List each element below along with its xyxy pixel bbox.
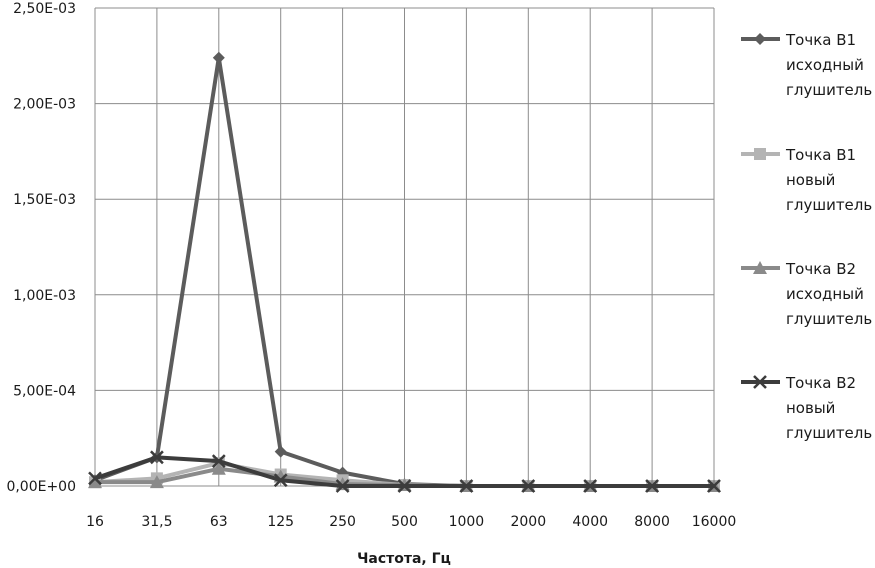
data-point <box>583 479 598 493</box>
legend: Точка В1 исходный глушитель Точка В1 новый гл… <box>741 31 872 442</box>
legend-marker <box>754 33 766 45</box>
x-tick-label: 125 <box>267 514 294 530</box>
series-lines <box>88 51 721 493</box>
legend-label: исходный <box>786 285 864 303</box>
x-axis-title: Частота, Гц <box>357 551 451 567</box>
data-point <box>521 479 536 493</box>
x-tick-label: 63 <box>210 514 228 530</box>
y-axis-ticks: 0,00E+00 5,00E-04 1,00E-03 1,50E-03 2,00E-03… <box>6 1 76 495</box>
legend-marker <box>753 261 767 274</box>
legend-label: Точка В1 <box>785 146 856 164</box>
legend-label: глушитель <box>786 310 872 328</box>
x-axis-ticks: 16 31,5 63 125 250 500 1000 2000 4000 8000 16000 <box>86 514 736 530</box>
legend-label: Точка В1 <box>785 31 856 49</box>
data-point <box>88 471 102 486</box>
legend-label: глушитель <box>786 81 872 99</box>
x-tick-label: 16000 <box>692 514 737 530</box>
legend-label: глушитель <box>786 424 872 442</box>
data-point <box>645 479 659 493</box>
legend-item: Точка В1 исходный глушитель <box>741 31 872 99</box>
data-point <box>397 479 412 493</box>
y-tick-label: 1,00E-03 <box>13 288 76 304</box>
x-tick-label: 16 <box>86 514 104 530</box>
legend-label: исходный <box>786 56 864 74</box>
y-tick-label: 5,00E-04 <box>13 383 76 399</box>
data-point <box>149 475 164 489</box>
y-tick-label: 2,00E-03 <box>13 97 76 113</box>
data-point <box>459 479 474 493</box>
series-4 <box>88 450 721 493</box>
legend-label: Точка В2 <box>785 374 856 392</box>
legend-item: Точка В2 новый глушитель <box>741 374 872 442</box>
y-tick-label: 0,00E+00 <box>6 479 76 495</box>
data-point <box>88 475 102 489</box>
x-tick-label: 31,5 <box>141 514 172 530</box>
x-tick-label: 500 <box>391 514 418 530</box>
legend-label: глушитель <box>786 196 872 214</box>
x-tick-label: 1000 <box>449 514 485 530</box>
x-tick-label: 8000 <box>634 514 670 530</box>
x-tick-label: 4000 <box>572 514 608 530</box>
x-tick-label: 2000 <box>510 514 546 530</box>
data-point <box>211 461 226 475</box>
legend-label: Точка В2 <box>785 260 856 278</box>
legend-item: Точка В2 исходный глушитель <box>741 260 872 328</box>
data-point <box>212 51 225 64</box>
data-point <box>707 479 721 493</box>
data-point <box>211 454 226 469</box>
y-tick-label: 1,50E-03 <box>13 192 76 208</box>
data-point <box>273 473 288 488</box>
legend-marker <box>754 148 766 160</box>
data-point <box>335 479 350 493</box>
y-tick-label: 2,50E-03 <box>13 1 76 17</box>
legend-marker <box>753 375 767 389</box>
data-point <box>274 445 287 458</box>
data-point <box>150 450 164 465</box>
legend-item: Точка В1 новый глушитель <box>741 146 872 214</box>
x-tick-label: 250 <box>329 514 356 530</box>
legend-label: новый <box>786 171 835 189</box>
gridlines <box>94 7 715 487</box>
legend-label: новый <box>786 399 835 417</box>
